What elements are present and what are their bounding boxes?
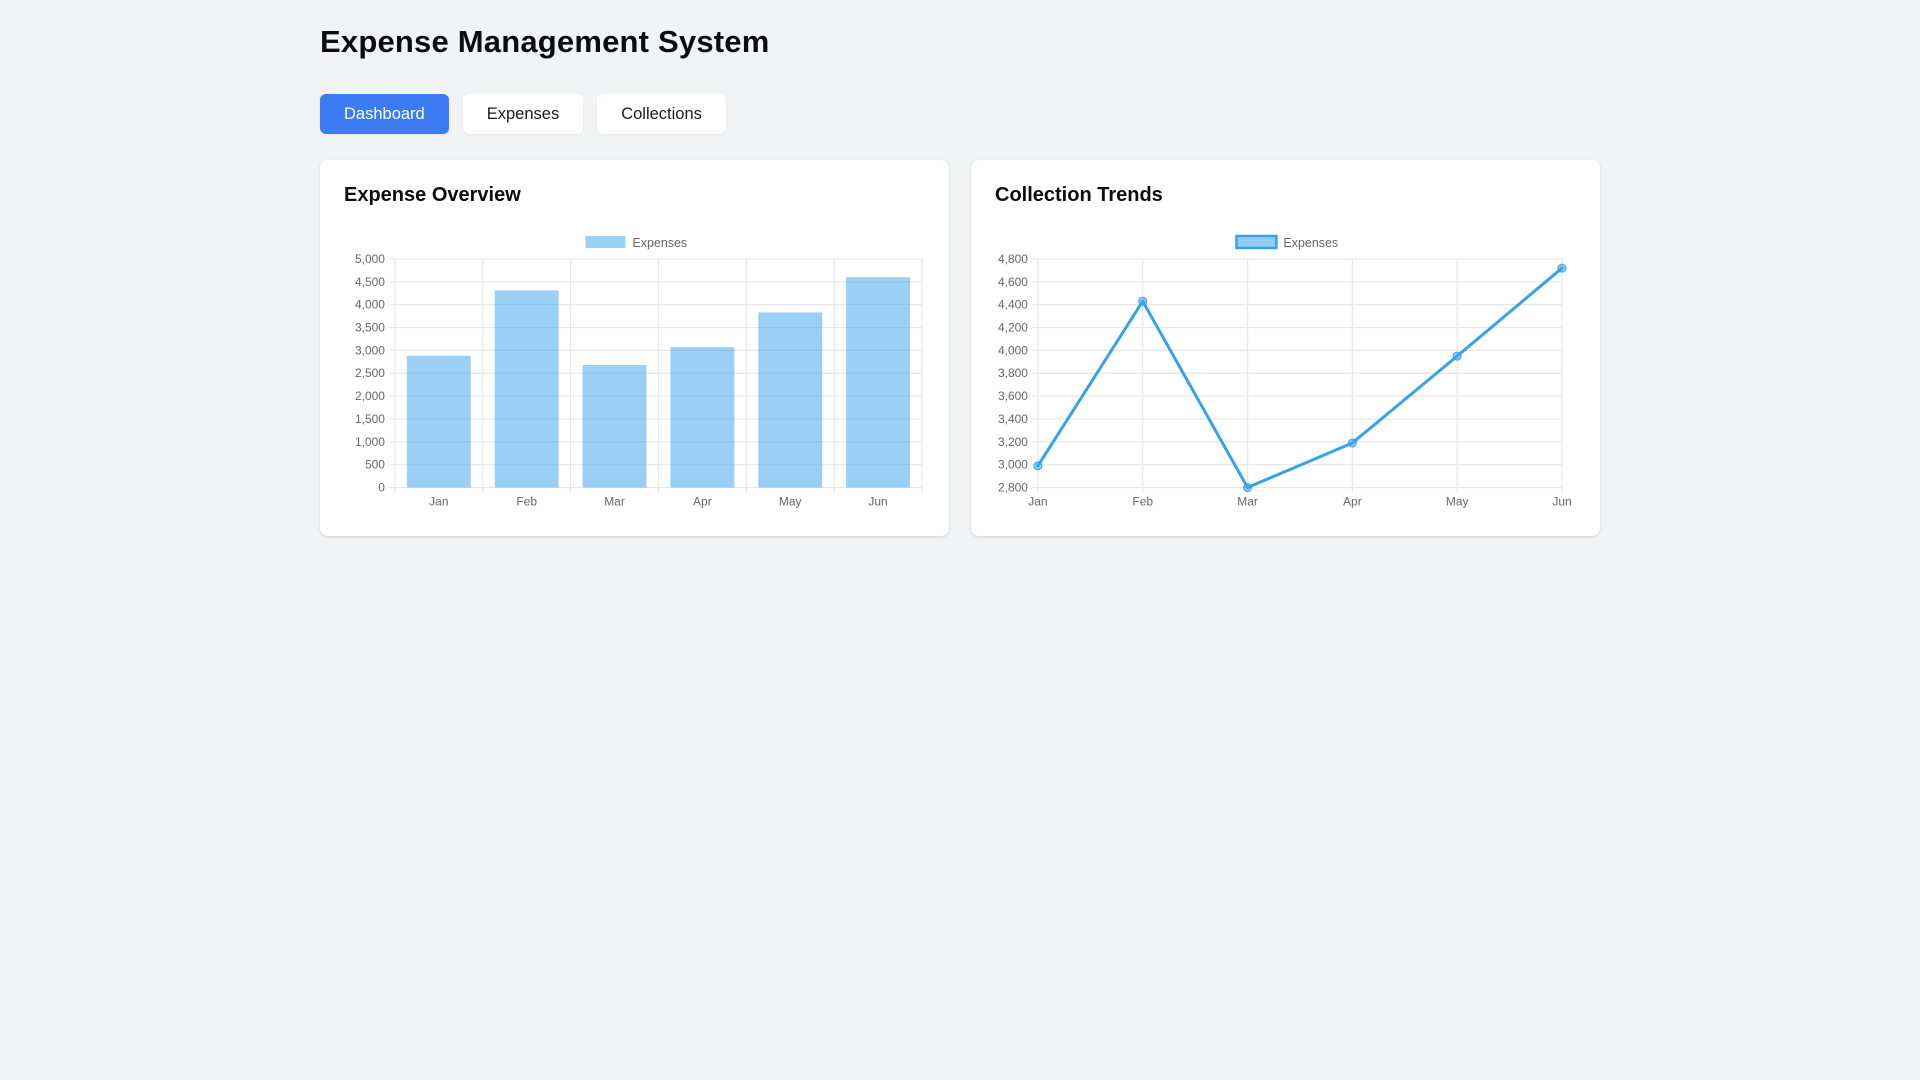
- y-tick-label: 0: [378, 481, 385, 495]
- x-tick-label: Feb: [1132, 494, 1153, 508]
- collection-trends-card: Collection Trends 2,800 3,000 3,200 3,400 3,…: [971, 160, 1600, 537]
- x-tick-label: May: [1446, 494, 1469, 508]
- y-tick-label: 4,800: [998, 252, 1028, 266]
- y-tick-label: 3,500: [355, 321, 385, 335]
- y-tick-label: 1,500: [355, 412, 385, 426]
- line-chart-svg: 2,800 3,000 3,200 3,400 3,600 3,800 4,000 4,200…: [998, 234, 1572, 508]
- bar-Apr: [670, 347, 735, 488]
- y-tick-label: 3,600: [998, 389, 1028, 403]
- tab-collections[interactable]: Collections: [597, 94, 726, 134]
- y-tick-label: 2,800: [998, 481, 1028, 495]
- y-tick-label: 5,000: [355, 252, 385, 266]
- expense-overview-bar-chart: 0 500 1,000 1,500 2,000 2,500 3,000 3,500 4,000 4…: [344, 217, 925, 512]
- bar-Feb: [494, 290, 559, 488]
- bar-Jan: [406, 355, 471, 488]
- y-tick-label: 3,800: [998, 366, 1028, 380]
- expense-overview-title: Expense Overview: [344, 184, 521, 206]
- legend-swatch[interactable]: [585, 235, 626, 248]
- bar-Jun: [846, 277, 911, 488]
- bar-chart-svg: 0 500 1,000 1,500 2,000 2,500 3,000 3,500 4,000 4…: [355, 235, 923, 508]
- y-tick-label: 4,200: [998, 321, 1028, 335]
- legend-label[interactable]: Expenses: [632, 236, 687, 250]
- y-tick-label: 4,400: [998, 298, 1028, 312]
- x-tick-label: Apr: [693, 494, 712, 508]
- y-tick-label: 4,500: [355, 275, 385, 289]
- x-tick-label: Jan: [429, 494, 448, 508]
- collection-trends-line-chart: 2,800 3,000 3,200 3,400 3,600 3,800 4,000 4,200…: [995, 217, 1576, 512]
- y-tick-label: 4,000: [355, 298, 385, 312]
- trend-line: [1036, 266, 1564, 490]
- tab-expenses[interactable]: Expenses: [462, 94, 584, 134]
- x-tick-label: Jun: [1552, 494, 1571, 508]
- x-tick-label: Jan: [1028, 494, 1047, 508]
- legend-label[interactable]: Expenses: [1283, 236, 1338, 250]
- x-tick-label: Apr: [1343, 494, 1362, 508]
- main-container: Expense Management System Dashboard Expe…: [320, 0, 1600, 537]
- y-tick-label: 500: [365, 458, 385, 472]
- dashboard-cards: Expense Overview 0 500 1,000 1,500 2,000 2,50…: [320, 160, 1600, 537]
- point-Mar: [1243, 483, 1253, 493]
- x-tick-label: Feb: [516, 494, 537, 508]
- point-Feb: [1138, 296, 1148, 306]
- y-tick-label: 2,000: [355, 389, 385, 403]
- x-tick-label: Mar: [604, 494, 625, 508]
- x-tick-label: Jun: [868, 494, 887, 508]
- point-Jan: [1033, 461, 1043, 471]
- y-tick-label: 3,200: [998, 435, 1028, 449]
- y-tick-label: 3,000: [998, 458, 1028, 472]
- page-title: Expense Management System: [320, 24, 770, 59]
- tab-bar: Dashboard Expenses Collections: [320, 94, 1600, 134]
- y-tick-label: 4,600: [998, 275, 1028, 289]
- y-tick-label: 4,000: [998, 343, 1028, 357]
- tab-dashboard[interactable]: Dashboard: [320, 94, 449, 134]
- y-tick-label: 2,500: [355, 366, 385, 380]
- y-tick-label: 1,000: [355, 435, 385, 449]
- y-tick-label: 3,000: [355, 343, 385, 357]
- y-tick-label: 3,400: [998, 412, 1028, 426]
- bar-Mar: [582, 364, 647, 488]
- legend-swatch[interactable]: [1235, 234, 1278, 250]
- x-tick-label: Mar: [1237, 494, 1258, 508]
- point-May: [1452, 351, 1462, 361]
- point-Apr: [1347, 438, 1357, 448]
- expense-overview-card: Expense Overview 0 500 1,000 1,500 2,000 2,50…: [320, 160, 949, 537]
- x-tick-label: May: [779, 494, 802, 508]
- point-Jun: [1557, 263, 1567, 273]
- collection-trends-title: Collection Trends: [995, 184, 1163, 206]
- bar-May: [758, 312, 823, 488]
